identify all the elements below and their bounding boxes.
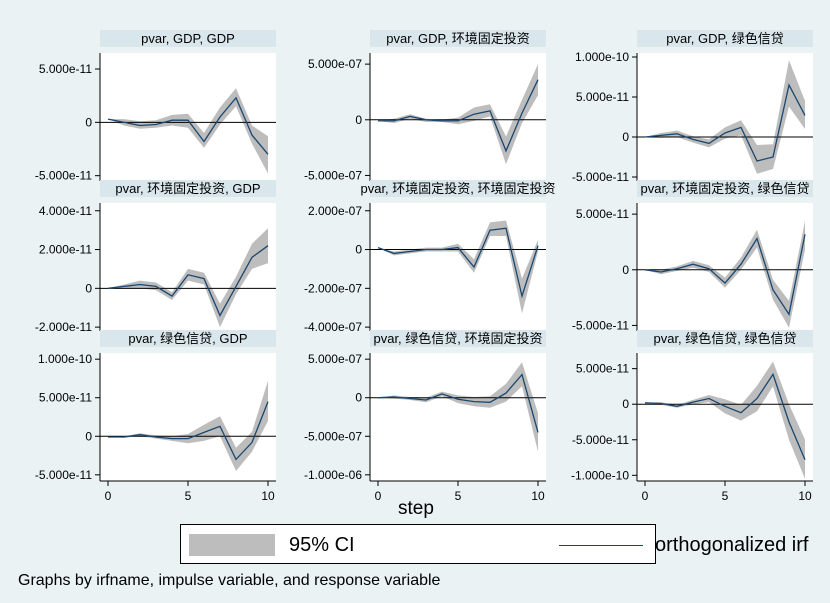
panel-title-bar bbox=[370, 30, 546, 47]
y-tick-label: -4.000e-07 bbox=[304, 320, 362, 334]
ci-band bbox=[108, 88, 268, 174]
panel-title: pvar, 绿色信贷, GDP bbox=[128, 331, 247, 346]
ci-band bbox=[378, 220, 538, 314]
y-tick-label: -2.000e-07 bbox=[304, 281, 362, 295]
y-tick-label: 2.000e-11 bbox=[39, 243, 92, 257]
y-tick-label: 0 bbox=[355, 243, 362, 257]
plot-area bbox=[370, 203, 546, 331]
y-tick-label: 5.000e-07 bbox=[308, 352, 362, 366]
y-tick-label: 0 bbox=[85, 429, 92, 443]
y-tick-label: -5.000e-11 bbox=[35, 169, 92, 183]
panel-title-bar bbox=[100, 180, 276, 197]
x-tick-label: 0 bbox=[642, 489, 649, 503]
y-tick-label: 5.000e-11 bbox=[576, 90, 629, 104]
panel-title: pvar, 绿色信贷, 绿色信贷 bbox=[653, 331, 796, 346]
legend-irf-label: orthogonalized irf bbox=[655, 534, 809, 556]
y-tick-label: -2.000e-11 bbox=[35, 320, 92, 334]
y-tick-label: 5.000e-11 bbox=[576, 207, 629, 221]
panel-title-bar bbox=[637, 330, 813, 347]
y-tick-label: 0 bbox=[85, 115, 92, 129]
x-tick-label: 10 bbox=[261, 489, 275, 503]
plot-area bbox=[637, 53, 813, 181]
panel-title-bar bbox=[370, 330, 546, 347]
y-tick-label: 0 bbox=[622, 397, 629, 411]
y-tick-label: 0 bbox=[355, 391, 362, 405]
y-tick-label: -1.000e-06 bbox=[304, 468, 362, 482]
irf-line bbox=[377, 373, 539, 433]
y-tick-label: 4.000e-11 bbox=[39, 204, 92, 218]
y-tick-label: 0 bbox=[622, 263, 629, 277]
x-tick-label: 5 bbox=[185, 489, 192, 503]
panel-title: pvar, 环境固定投资, 绿色信贷 bbox=[640, 181, 809, 196]
irf-line bbox=[644, 83, 806, 162]
y-tick-label: -5.000e-11 bbox=[572, 170, 629, 184]
y-tick-label: 0 bbox=[355, 113, 362, 127]
panel-title-bar bbox=[100, 330, 276, 347]
y-tick-label: 5.000e-11 bbox=[39, 391, 92, 405]
ci-band bbox=[108, 228, 268, 328]
y-tick-label: 5.000e-07 bbox=[308, 57, 362, 71]
legend-irf-line bbox=[559, 545, 643, 546]
irf-line bbox=[378, 79, 539, 153]
y-tick-label: 0 bbox=[85, 281, 92, 295]
x-tick-label: 0 bbox=[375, 489, 382, 503]
panel-title-bar bbox=[370, 180, 546, 197]
x-axis-title: step bbox=[398, 498, 434, 519]
y-tick-label: 5.000e-11 bbox=[39, 62, 92, 76]
irf-line bbox=[107, 96, 269, 155]
x-tick-label: 5 bbox=[455, 489, 462, 503]
y-tick-label: 5.000e-11 bbox=[576, 362, 629, 376]
x-tick-label: 0 bbox=[105, 489, 112, 503]
y-tick-label: 2.000e-07 bbox=[308, 204, 362, 218]
panel-title: pvar, GDP, 绿色信贷 bbox=[666, 31, 784, 46]
irf-line bbox=[644, 234, 806, 316]
legend-ci-swatch bbox=[189, 534, 275, 556]
panel-title-bar bbox=[100, 30, 276, 47]
panel-title-bar bbox=[637, 30, 813, 47]
y-tick-label: -5.000e-11 bbox=[572, 318, 629, 332]
panel-title: pvar, 环境固定投资, 环境固定投资 bbox=[360, 181, 555, 196]
ci-band bbox=[645, 361, 805, 479]
y-tick-label: -5.000e-07 bbox=[304, 429, 362, 443]
y-tick-label: -5.000e-11 bbox=[35, 468, 92, 482]
irf-line bbox=[107, 245, 269, 317]
panel-title: pvar, 绿色信贷, 环境固定投资 bbox=[373, 331, 542, 346]
ci-band bbox=[108, 380, 268, 471]
y-tick-label: 0 bbox=[622, 130, 629, 144]
irf-line bbox=[108, 401, 269, 461]
ci-band bbox=[645, 220, 805, 328]
plot-area bbox=[100, 353, 276, 481]
panel-title: pvar, 环境固定投资, GDP bbox=[115, 181, 260, 196]
ci-band bbox=[378, 64, 538, 165]
panel-title: pvar, GDP, GDP bbox=[141, 31, 235, 46]
ci-band bbox=[378, 362, 538, 452]
panel-title: pvar, GDP, 环境固定投资 bbox=[386, 31, 530, 46]
y-tick-label: -1.000e-10 bbox=[571, 468, 629, 482]
figure-note: Graphs by irfname, impulse variable, and… bbox=[18, 572, 441, 589]
x-tick-label: 5 bbox=[722, 489, 729, 503]
legend-ci-label: 95% CI bbox=[289, 534, 355, 556]
panel-title-bar bbox=[637, 180, 813, 197]
ci-band bbox=[645, 60, 805, 174]
legend: 95% CI orthogonalized irf bbox=[180, 524, 808, 564]
y-tick-label: -5.000e-07 bbox=[304, 168, 362, 182]
y-tick-label: 1.000e-10 bbox=[38, 352, 92, 366]
y-tick-label: 1.000e-10 bbox=[575, 50, 629, 64]
irf-line bbox=[644, 372, 806, 460]
x-tick-label: 10 bbox=[531, 489, 545, 503]
x-tick-label: 10 bbox=[798, 489, 812, 503]
irf-line bbox=[377, 227, 539, 299]
y-tick-label: -5.000e-11 bbox=[572, 433, 629, 447]
